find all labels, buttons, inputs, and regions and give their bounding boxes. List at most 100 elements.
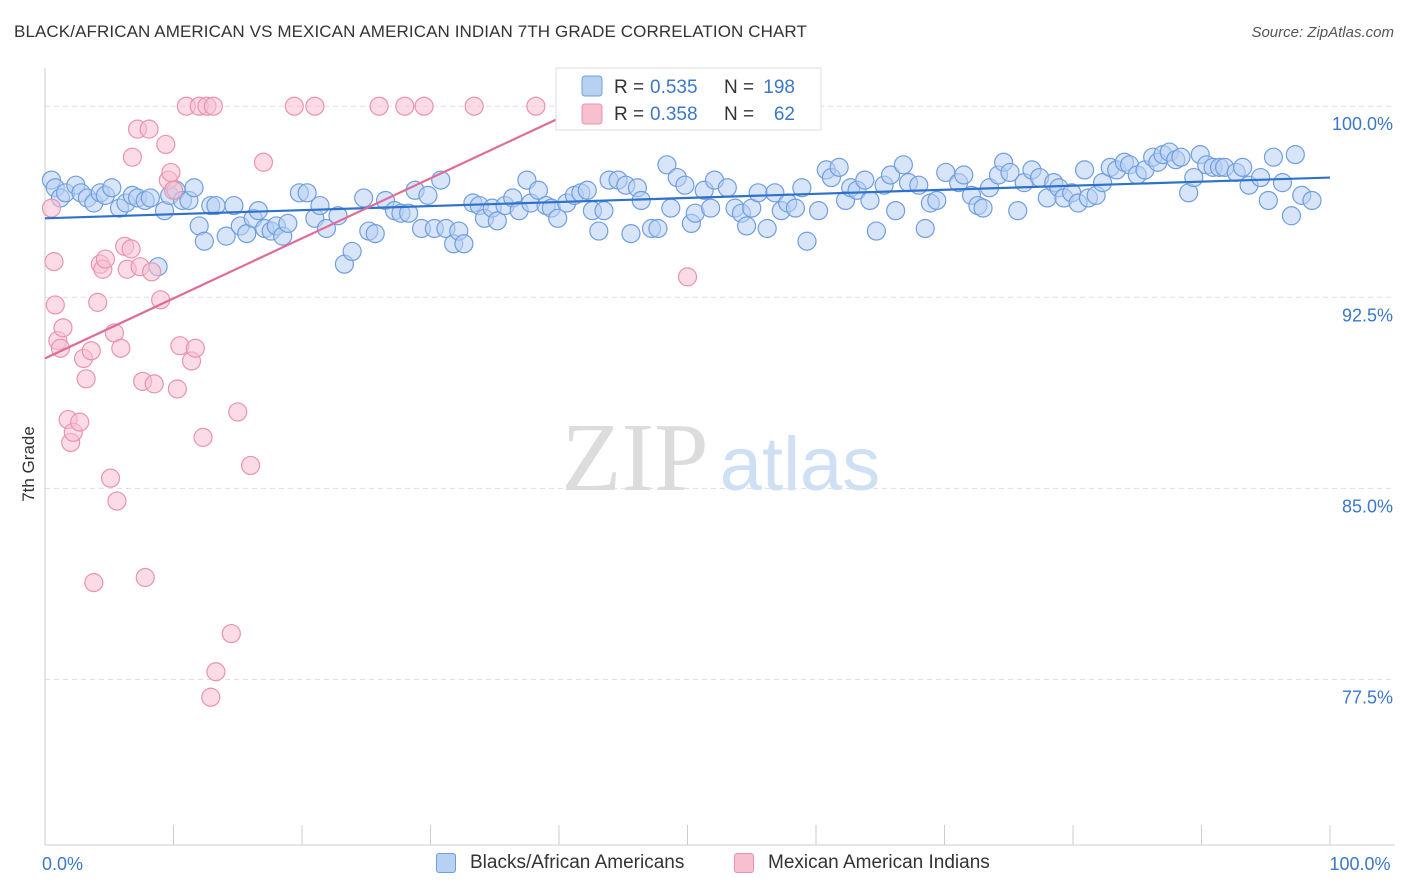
stats-legend-swatch-blue	[581, 75, 603, 97]
chart-title: BLACK/AFRICAN AMERICAN VS MEXICAN AMERIC…	[14, 22, 807, 41]
y-tick-label-2: 85.0%	[1342, 496, 1393, 516]
stats-n-label-pink: N =	[724, 104, 754, 125]
stats-r-label-blue: R =	[614, 77, 644, 98]
pink-point-13	[84, 573, 104, 593]
pink-point-44	[193, 427, 213, 447]
x-tick-label-1: 100.0%	[1329, 854, 1390, 874]
stats-n-value-pink: 62	[774, 104, 795, 125]
stats-r-value-pink: 0.358	[650, 104, 698, 125]
blue-point-49	[365, 223, 385, 244]
pink-point-11	[76, 369, 96, 389]
pink-point-14	[88, 292, 108, 312]
blue-point-111	[785, 198, 806, 218]
blue-point-62	[454, 234, 474, 254]
stats-r-value-blue: 0.535	[650, 77, 698, 98]
stats-n-value-blue: 198	[763, 77, 795, 98]
series-legend: Blacks/African Americans Mexican America…	[0, 852, 1406, 878]
stats-n-label-blue: N =	[724, 77, 754, 98]
legend-item-blacks: Blacks/African Americans	[436, 852, 684, 874]
pink-point-17	[95, 249, 115, 269]
pink-point-54	[305, 96, 325, 116]
blue-point-46	[342, 241, 362, 262]
blue-point-42	[310, 195, 330, 216]
blue-point-56	[418, 185, 438, 205]
blue-point-82	[589, 221, 609, 241]
blue-point-16	[140, 188, 160, 208]
pink-point-49	[221, 623, 241, 644]
tick-labels: 100.0% 92.5% 85.0% 77.5% 0.0% 100.0%	[42, 114, 1393, 874]
blue-point-80	[577, 180, 597, 200]
legend-swatch-blacks	[436, 853, 456, 873]
blue-point-179	[1251, 167, 1271, 188]
y-tick-label-1: 92.5%	[1342, 305, 1393, 325]
trend-line-0	[44, 176, 1331, 220]
blue-point-91	[648, 218, 668, 239]
blue-point-181	[1263, 147, 1284, 167]
pink-point-31	[142, 262, 162, 282]
blue-point-76	[548, 208, 568, 228]
blue-point-28	[216, 226, 236, 246]
blue-point-122	[860, 190, 880, 211]
watermark-zip: ZIP	[562, 404, 709, 512]
blue-point-114	[808, 201, 829, 221]
blue-point-67	[487, 211, 507, 231]
blue-point-117	[829, 157, 849, 177]
data-points	[41, 96, 1322, 707]
pink-point-46	[201, 687, 221, 707]
legend-label-blacks: Blacks/African Americans	[470, 852, 685, 873]
y-axis-label: 7th Grade	[19, 426, 38, 502]
pink-point-12	[81, 341, 101, 361]
pink-point-47	[203, 96, 223, 116]
pink-point-51	[241, 455, 261, 476]
blue-point-177	[1233, 157, 1253, 177]
blue-point-47	[354, 188, 374, 208]
pink-point-32	[144, 374, 164, 394]
pink-point-24	[121, 239, 141, 259]
pink-point-38	[167, 379, 187, 399]
pink-point-55	[369, 96, 389, 116]
blue-point-184	[1285, 145, 1305, 165]
blue-point-180	[1258, 190, 1278, 211]
pink-point-20	[107, 491, 127, 511]
legend-swatch-mexican	[734, 853, 754, 873]
blue-point-92	[657, 155, 677, 175]
blue-point-99	[701, 198, 721, 218]
pink-point-9	[70, 412, 90, 432]
blue-point-23	[184, 178, 204, 198]
blue-point-132	[927, 190, 947, 211]
blue-point-168	[1171, 147, 1191, 167]
x-tick-label-0: 0.0%	[42, 854, 83, 874]
blue-point-121	[855, 170, 875, 190]
blue-point-153	[1074, 160, 1095, 180]
blue-point-186	[1302, 190, 1322, 211]
pink-point-58	[464, 96, 484, 116]
blue-point-182	[1272, 173, 1293, 193]
pink-point-34	[156, 134, 176, 155]
pink-point-52	[253, 152, 274, 172]
pink-point-57	[414, 96, 434, 116]
blue-point-106	[748, 183, 768, 203]
pink-point-53	[284, 96, 304, 116]
blue-point-156	[1092, 173, 1113, 193]
axes	[44, 68, 1395, 846]
y-tick-label-3: 77.5%	[1342, 687, 1393, 707]
legend-label-mexican: Mexican American Indians	[768, 852, 990, 873]
pink-point-59	[526, 96, 546, 116]
source-credit: Source: ZipAtlas.com	[1251, 24, 1394, 41]
blue-point-101	[717, 178, 737, 198]
pink-point-61	[677, 267, 698, 287]
watermark: ZIP atlas	[562, 404, 881, 512]
blue-point-83	[594, 201, 614, 221]
stats-legend-swatch-pink	[581, 103, 603, 125]
blue-point-108	[765, 183, 785, 203]
blue-point-53	[399, 203, 419, 223]
blue-point-95	[675, 175, 695, 195]
pink-point-18	[100, 468, 121, 488]
pink-point-1	[44, 252, 64, 272]
blue-point-107	[757, 218, 777, 239]
pink-point-50	[228, 402, 248, 422]
blue-point-123	[866, 221, 886, 241]
trend-line-1	[44, 105, 586, 360]
y-tick-label-0: 100.0%	[1332, 114, 1393, 134]
legend-item-mexican: Mexican American Indians	[734, 852, 990, 874]
